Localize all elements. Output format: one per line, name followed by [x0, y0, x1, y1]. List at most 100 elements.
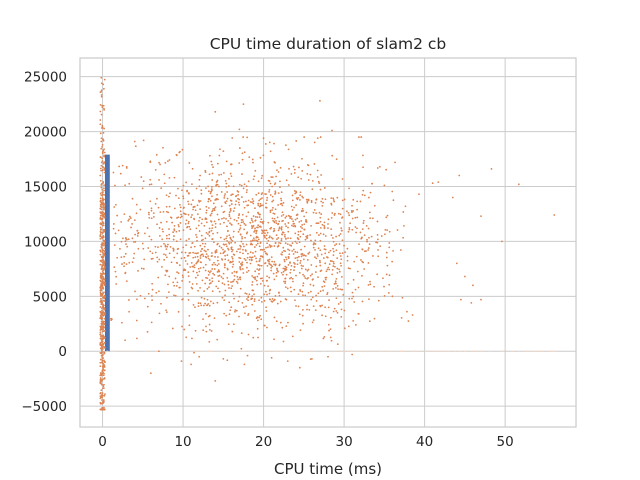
scatter-point	[237, 197, 239, 200]
scatter-point	[333, 282, 336, 285]
scatter-point	[159, 211, 162, 214]
scatter-point	[165, 220, 168, 223]
scatter-point	[136, 235, 139, 237]
scatter-point	[197, 305, 200, 308]
scatter-point-strip	[100, 313, 103, 316]
scatter-point	[172, 281, 175, 284]
scatter-point	[377, 249, 379, 251]
scatter-point	[324, 235, 327, 237]
scatter-point	[258, 316, 261, 319]
scatter-point	[194, 306, 196, 309]
scatter-point	[228, 313, 231, 316]
scatter-point	[280, 191, 283, 194]
scatter-point	[231, 330, 234, 333]
scatter-point	[274, 241, 277, 244]
scatter-point	[281, 233, 283, 236]
scatter-point	[231, 272, 234, 274]
scatter-point-strip	[99, 343, 102, 345]
scatter-point-strip	[100, 186, 103, 189]
scatter-point-strip	[99, 327, 102, 330]
scatter-point	[302, 322, 305, 325]
scatter-point-strip	[102, 191, 104, 194]
scatter-point	[242, 306, 245, 308]
scatter-point	[229, 260, 232, 263]
scatter-point-zero	[350, 350, 352, 352]
scatter-point	[339, 288, 342, 291]
scatter-point	[300, 253, 303, 256]
scatter-point	[331, 260, 333, 263]
scatter-point	[292, 222, 295, 225]
scatter-point	[288, 167, 290, 170]
scatter-point	[228, 242, 231, 245]
scatter-point-zero	[455, 350, 457, 352]
scatter-point-zero	[269, 350, 271, 352]
scatter-point	[339, 255, 342, 257]
scatter-point	[212, 202, 215, 205]
scatter-point	[339, 262, 342, 265]
scatter-point	[355, 255, 358, 258]
y-tick-label: 25000	[24, 70, 67, 86]
scatter-point	[136, 229, 139, 232]
scatter-point	[199, 174, 201, 177]
scatter-point	[122, 237, 124, 240]
scatter-point	[234, 195, 237, 198]
scatter-point	[134, 290, 136, 293]
scatter-point	[191, 167, 194, 170]
scatter-point	[205, 209, 208, 212]
scatter-point	[332, 247, 334, 250]
scatter-point	[182, 269, 185, 272]
scatter-point	[135, 212, 138, 215]
scatter-point-zero	[342, 350, 344, 352]
scatter-point	[367, 262, 370, 264]
scatter-point	[332, 262, 335, 265]
scatter-point	[271, 298, 274, 300]
scatter-point-outlier	[222, 358, 225, 360]
scatter-point	[302, 273, 304, 276]
scatter-point-outlier	[451, 196, 454, 199]
scatter-point	[198, 230, 201, 232]
scatter-point-zero	[176, 350, 178, 352]
scatter-point	[173, 207, 176, 210]
scatter-point	[243, 206, 246, 209]
scatter-point	[269, 298, 272, 301]
scatter-point	[162, 146, 164, 149]
scatter-point	[268, 262, 271, 265]
scatter-point-strip	[101, 193, 104, 196]
scatter-point	[324, 248, 327, 251]
scatter-point	[273, 299, 276, 301]
scatter-point-zero	[335, 350, 337, 352]
scatter-point	[151, 299, 154, 302]
scatter-point	[256, 283, 259, 286]
scatter-point-zero	[418, 350, 420, 352]
scatter-point	[245, 232, 248, 235]
scatter-point	[192, 270, 195, 273]
scatter-point	[154, 202, 157, 205]
scatter-point	[201, 253, 204, 256]
scatter-point	[301, 224, 304, 226]
scatter-point-zero	[128, 350, 130, 352]
scatter-point	[349, 222, 352, 225]
scatter-point	[187, 271, 190, 274]
scatter-point	[295, 274, 297, 277]
scatter-point	[165, 248, 168, 251]
scatter-point-strip	[101, 392, 104, 395]
scatter-point-strip	[103, 283, 106, 285]
scatter-point	[254, 250, 257, 253]
scatter-point-zero	[306, 350, 308, 352]
scatter-point	[292, 225, 295, 228]
scatter-point	[182, 195, 185, 198]
scatter-point-strip	[103, 406, 105, 409]
scatter-point	[241, 261, 244, 264]
scatter-point	[137, 247, 140, 250]
scatter-point	[323, 224, 326, 227]
scatter-point	[140, 267, 143, 270]
scatter-point-strip	[100, 203, 103, 206]
scatter-point	[194, 329, 197, 332]
scatter-point	[231, 266, 234, 268]
scatter-point	[402, 211, 405, 213]
scatter-point-zero	[248, 350, 250, 352]
scatter-point	[255, 257, 257, 260]
scatter-point	[179, 206, 182, 209]
scatter-point	[324, 198, 327, 201]
scatter-point-zero	[443, 350, 445, 352]
